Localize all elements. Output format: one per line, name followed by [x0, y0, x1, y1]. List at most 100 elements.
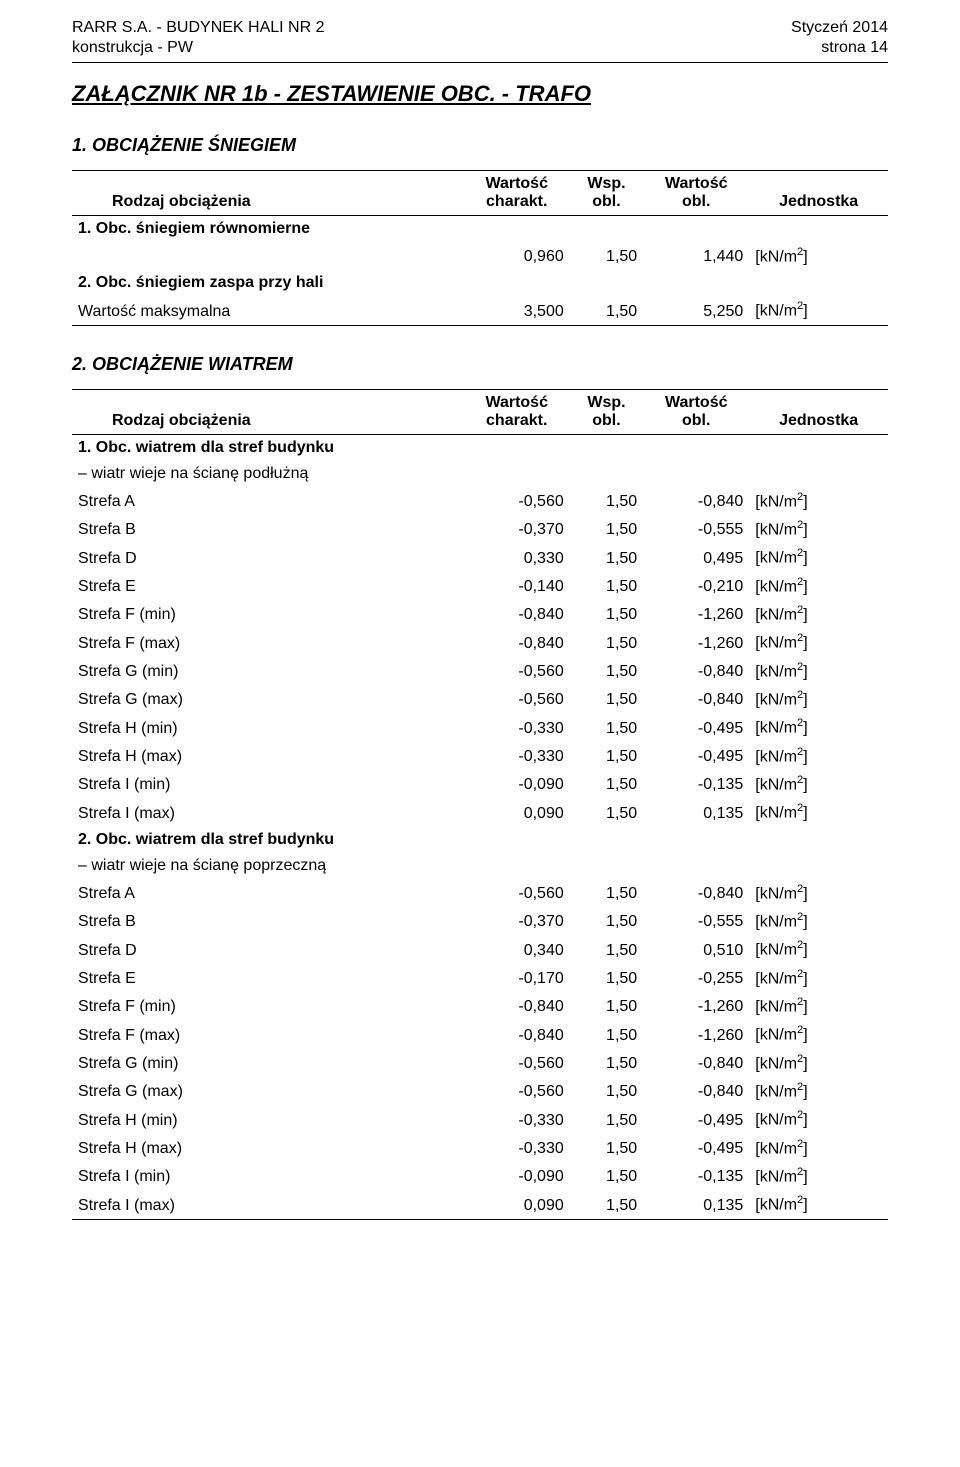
- value-obl: -0,495: [643, 713, 749, 741]
- value-unit: [kN/m2]: [749, 713, 888, 741]
- value-wsp: 1,50: [570, 572, 643, 600]
- value-obl: -0,840: [643, 487, 749, 515]
- subcategory-label: – wiatr wieje na ścianę poprzeczną: [72, 853, 888, 879]
- value-char: -0,330: [464, 713, 570, 741]
- value-obl: 0,135: [643, 1190, 749, 1219]
- row-label: Strefa B: [72, 515, 464, 543]
- value-char: -0,560: [464, 657, 570, 685]
- value-unit: [kN/m2]: [749, 770, 888, 798]
- value-char: -0,170: [464, 964, 570, 992]
- value-obl: -0,840: [643, 879, 749, 907]
- row-label: [72, 242, 464, 270]
- table-row: Strefa H (min)-0,3301,50-0,495[kN/m2]: [72, 1105, 888, 1133]
- table-row: 1. Obc. wiatrem dla stref budynku: [72, 434, 888, 461]
- row-label: Strefa G (min): [72, 1049, 464, 1077]
- value-obl: -1,260: [643, 992, 749, 1020]
- value-wsp: 1,50: [570, 964, 643, 992]
- document-page: RARR S.A. - BUDYNEK HALI NR 2 konstrukcj…: [0, 0, 960, 1467]
- row-label: Strefa E: [72, 964, 464, 992]
- value-unit: [kN/m2]: [749, 242, 888, 270]
- value-wsp: 1,50: [570, 1162, 643, 1190]
- value-obl: -0,495: [643, 742, 749, 770]
- row-label: Strefa F (max): [72, 1020, 464, 1048]
- row-label: Strefa G (min): [72, 657, 464, 685]
- value-char: -0,560: [464, 685, 570, 713]
- value-wsp: 1,50: [570, 628, 643, 656]
- row-label: Strefa A: [72, 487, 464, 515]
- value-char: 0,090: [464, 798, 570, 826]
- value-obl: -0,555: [643, 515, 749, 543]
- value-wsp: 1,50: [570, 1020, 643, 1048]
- value-obl: -0,210: [643, 572, 749, 600]
- table-row: Strefa F (min)-0,8401,50-1,260[kN/m2]: [72, 992, 888, 1020]
- table-row: Strefa G (min)-0,5601,50-0,840[kN/m2]: [72, 657, 888, 685]
- value-char: -0,560: [464, 1049, 570, 1077]
- table-row: Strefa G (max)-0,5601,50-0,840[kN/m2]: [72, 685, 888, 713]
- col-header-label: Rodzaj obciążenia: [72, 389, 464, 434]
- table-row: Strefa F (max)-0,8401,50-1,260[kN/m2]: [72, 628, 888, 656]
- value-char: -0,330: [464, 1134, 570, 1162]
- value-wsp: 1,50: [570, 685, 643, 713]
- value-wsp: 1,50: [570, 879, 643, 907]
- table-row: Strefa B-0,3701,50-0,555[kN/m2]: [72, 515, 888, 543]
- row-label: Strefa F (min): [72, 992, 464, 1020]
- value-wsp: 1,50: [570, 907, 643, 935]
- table-row: 2. Obc. wiatrem dla stref budynku: [72, 827, 888, 853]
- row-label: Strefa A: [72, 879, 464, 907]
- value-unit: [kN/m2]: [749, 1134, 888, 1162]
- value-char: -0,560: [464, 879, 570, 907]
- value-char: -0,370: [464, 907, 570, 935]
- header-right: Styczeń 2014 strona 14: [791, 18, 888, 58]
- col-header-char: Wartość charakt.: [464, 389, 570, 434]
- table-row: Strefa A-0,5601,50-0,840[kN/m2]: [72, 879, 888, 907]
- value-char: 0,960: [464, 242, 570, 270]
- table-row: Wartość maksymalna3,5001,505,250[kN/m2]: [72, 296, 888, 325]
- value-unit: [kN/m2]: [749, 628, 888, 656]
- table-row: Strefa I (max)0,0901,500,135[kN/m2]: [72, 798, 888, 826]
- value-obl: 1,440: [643, 242, 749, 270]
- value-obl: -0,495: [643, 1105, 749, 1133]
- value-unit: [kN/m2]: [749, 572, 888, 600]
- subcategory-label: – wiatr wieje na ścianę podłużną: [72, 461, 888, 487]
- row-label: Strefa I (max): [72, 1190, 464, 1219]
- value-obl: 0,495: [643, 543, 749, 571]
- value-wsp: 1,50: [570, 543, 643, 571]
- col-header-unit: Jednostka: [749, 389, 888, 434]
- row-label: Strefa G (max): [72, 685, 464, 713]
- row-label: Strefa D: [72, 543, 464, 571]
- value-unit: [kN/m2]: [749, 1162, 888, 1190]
- table-row: 1. Obc. śniegiem równomierne: [72, 216, 888, 243]
- row-label: Strefa I (max): [72, 798, 464, 826]
- snow-table: Rodzaj obciążenia Wartość charakt. Wsp. …: [72, 170, 888, 326]
- value-unit: [kN/m2]: [749, 798, 888, 826]
- table-row: Strefa E-0,1701,50-0,255[kN/m2]: [72, 964, 888, 992]
- col-header-obl: Wartość obl.: [643, 389, 749, 434]
- value-char: 0,330: [464, 543, 570, 571]
- table-row: – wiatr wieje na ścianę podłużną: [72, 461, 888, 487]
- row-label: Strefa D: [72, 935, 464, 963]
- table-row: Strefa F (min)-0,8401,50-1,260[kN/m2]: [72, 600, 888, 628]
- value-unit: [kN/m2]: [749, 600, 888, 628]
- row-label: Strefa I (min): [72, 770, 464, 798]
- value-obl: 5,250: [643, 296, 749, 325]
- table-row: Strefa I (min)-0,0901,50-0,135[kN/m2]: [72, 1162, 888, 1190]
- category-label: 2. Obc. wiatrem dla stref budynku: [72, 827, 888, 853]
- value-wsp: 1,50: [570, 487, 643, 515]
- table-row: Strefa E-0,1401,50-0,210[kN/m2]: [72, 572, 888, 600]
- value-unit: [kN/m2]: [749, 1190, 888, 1219]
- value-obl: -0,135: [643, 1162, 749, 1190]
- value-wsp: 1,50: [570, 1190, 643, 1219]
- value-obl: -0,840: [643, 1077, 749, 1105]
- table-row: Strefa I (max)0,0901,500,135[kN/m2]: [72, 1190, 888, 1219]
- value-wsp: 1,50: [570, 242, 643, 270]
- table-row: 2. Obc. śniegiem zaspa przy hali: [72, 270, 888, 296]
- row-label: Strefa G (max): [72, 1077, 464, 1105]
- value-char: -0,330: [464, 1105, 570, 1133]
- value-obl: -1,260: [643, 628, 749, 656]
- value-wsp: 1,50: [570, 657, 643, 685]
- section-wind-heading: 2. OBCIĄŻENIE WIATREM: [72, 354, 888, 375]
- value-wsp: 1,50: [570, 770, 643, 798]
- table-row: Strefa F (max)-0,8401,50-1,260[kN/m2]: [72, 1020, 888, 1048]
- value-obl: -0,840: [643, 657, 749, 685]
- value-unit: [kN/m2]: [749, 487, 888, 515]
